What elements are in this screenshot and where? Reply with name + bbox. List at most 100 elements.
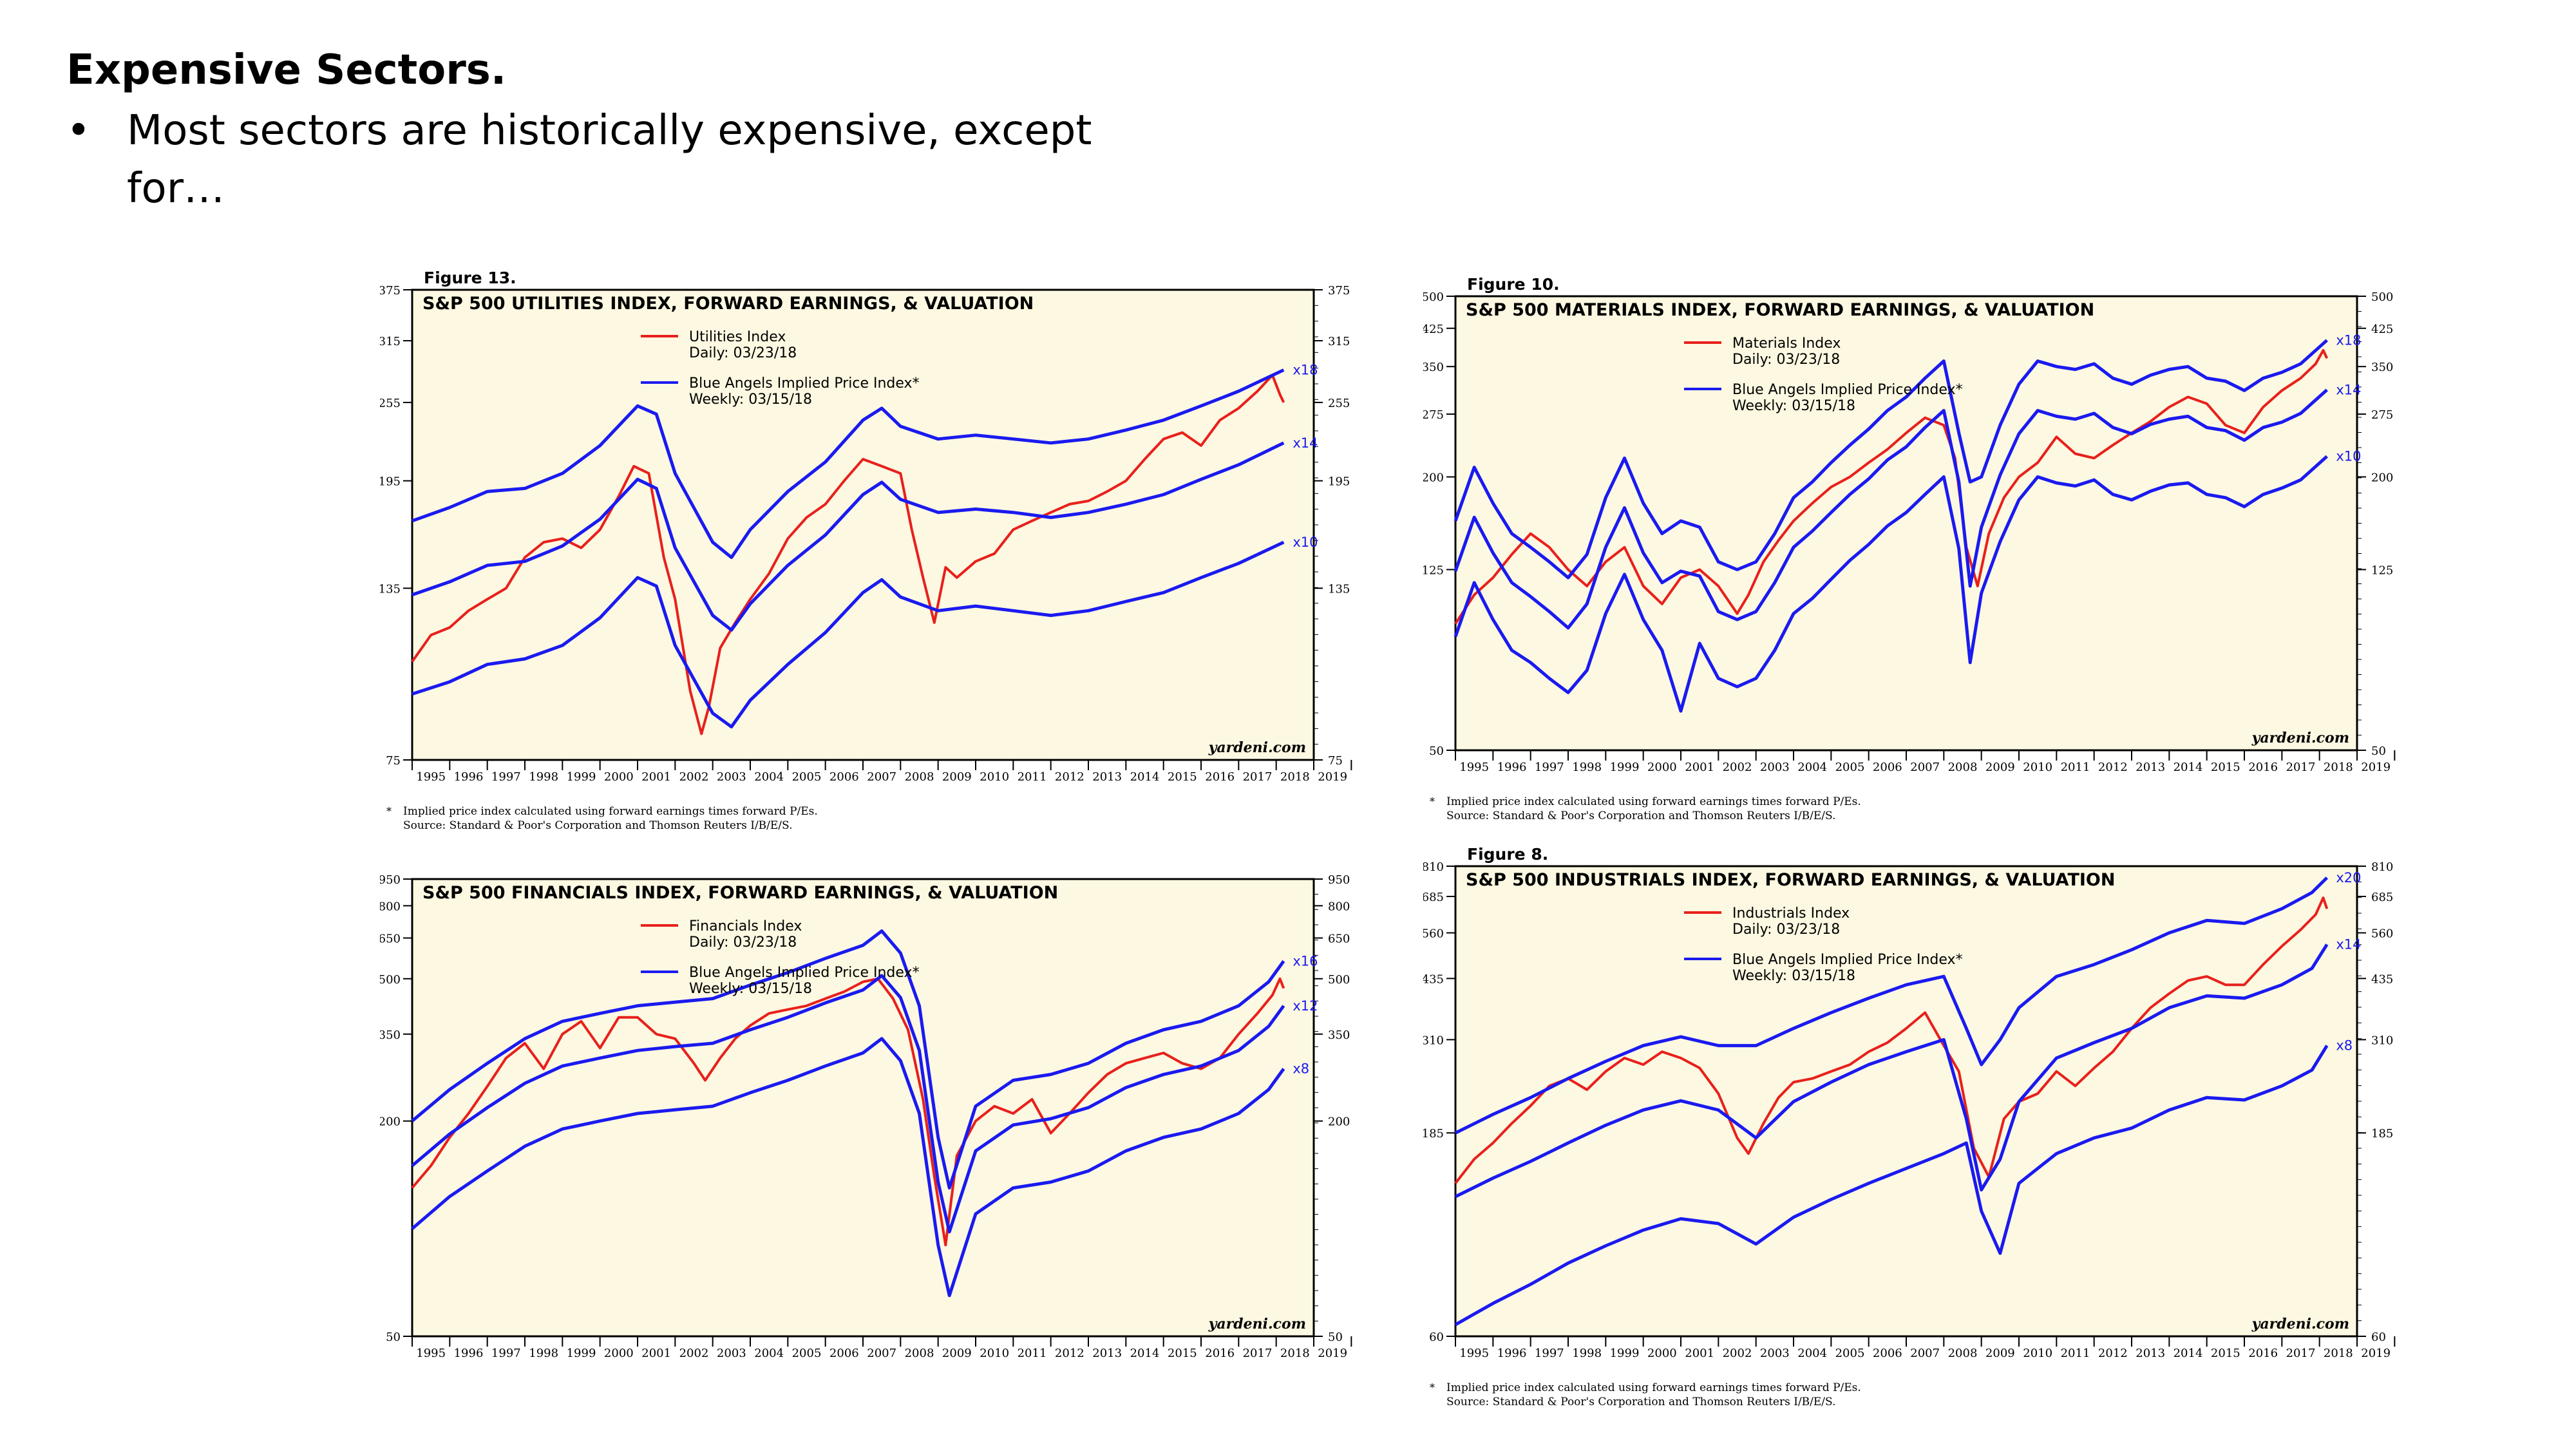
- x-tick-label: 1999: [1610, 761, 1640, 774]
- index-line: [411, 977, 1285, 1247]
- y-tick-label-right: 500: [1328, 973, 1350, 987]
- legend-implied-date: Weekly: 03/15/18: [1732, 968, 1855, 984]
- y-tick-label-right: 350: [1328, 1028, 1350, 1042]
- chart-svg: Figure 13. S&P 500 UTILITIES INDEX, FORWA…: [379, 269, 1352, 832]
- x-tick-label: 2012: [2098, 1347, 2128, 1360]
- x-tick-label: 2011: [1018, 770, 1047, 784]
- x-tick-label: 2017: [2286, 1347, 2316, 1360]
- x-tick-label: 2003: [717, 770, 746, 784]
- chart-title: S&P 500 MATERIALS INDEX, FORWARD EARNING…: [1466, 300, 2094, 320]
- x-tick-label: 2003: [1760, 761, 1790, 774]
- x-tick-label: 2013: [1092, 1347, 1122, 1360]
- x-tick-label: 2015: [2211, 1347, 2240, 1360]
- x-tick-label: 2008: [905, 1347, 934, 1360]
- figure-label: Figure 10.: [1467, 275, 1560, 294]
- x-tick-label: 2002: [1723, 1347, 1752, 1360]
- y-tick-label-left: 135: [380, 582, 401, 596]
- x-tick-label: 2015: [2211, 761, 2240, 774]
- x-tick-label: 2000: [1647, 1347, 1677, 1360]
- y-tick-label-right: 50: [1328, 1331, 1343, 1344]
- legend-index-name: Industrials Index: [1732, 905, 1850, 922]
- y-tick-label-left: 350: [380, 1028, 401, 1042]
- implied-line-x16: [411, 929, 1285, 1190]
- legend-index-date: Daily: 03/23/18: [1732, 352, 1840, 368]
- x-tick-label: 2012: [2098, 761, 2128, 774]
- x-tick-label: 2016: [2248, 1347, 2278, 1360]
- x-tick-label: 2018: [2324, 1347, 2353, 1360]
- x-tick-label: 2008: [1948, 1347, 1978, 1360]
- x-tick-label: 2000: [1647, 761, 1677, 774]
- x-tick-label: 2004: [1797, 1347, 1827, 1360]
- x-tick-label: 1996: [454, 770, 484, 784]
- x-tick-label: 2014: [1130, 770, 1160, 784]
- y-tick-label-right: 75: [1328, 754, 1343, 768]
- x-tick-label: 1998: [529, 1347, 558, 1360]
- legend-index-name: Utilities Index: [689, 329, 786, 345]
- x-tick-label: 2005: [1835, 1347, 1865, 1360]
- x-tick-label: 2010: [980, 770, 1009, 784]
- legend-index-date: Daily: 03/23/18: [689, 934, 797, 951]
- y-tick-label-left: 50: [386, 1331, 401, 1344]
- footnote-line: Implied price index calculated using for…: [1446, 1381, 1861, 1394]
- figure-label: Figure 13.: [424, 269, 516, 287]
- x-tick-label: 2001: [1685, 761, 1714, 774]
- x-tick-label: 2009: [942, 1347, 972, 1360]
- x-tick-label: 2002: [679, 770, 709, 784]
- legend-implied-name: Blue Angels Implied Price Index*: [689, 375, 920, 392]
- x-tick-label: 1996: [454, 1347, 484, 1360]
- y-tick-label-right: 200: [1328, 1115, 1350, 1129]
- x-tick-label: 2017: [1243, 1347, 1273, 1360]
- x-tick-label: 1998: [1572, 761, 1602, 774]
- chart-svg: Figure 10. S&P 500 MATERIALS INDEX, FORWA…: [1422, 275, 2396, 822]
- y-tick-label-right: 125: [2371, 564, 2393, 577]
- chart-title: S&P 500 UTILITIES INDEX, FORWARD EARNING…: [422, 294, 1034, 314]
- legend-index-name: Materials Index: [1732, 336, 1841, 352]
- y-tick-label-right: 800: [1328, 900, 1350, 913]
- x-tick-label: 1999: [567, 1347, 596, 1360]
- x-tick-label: 2014: [1130, 1347, 1160, 1360]
- x-tick-label: 2019: [2361, 1347, 2391, 1360]
- y-tick-label-right: 560: [2371, 927, 2393, 941]
- y-tick-label-right: 315: [1328, 335, 1350, 348]
- x-tick-label: 2016: [1205, 770, 1235, 784]
- implied-line-x18: [412, 368, 1285, 560]
- x-tick-label: 1995: [416, 770, 446, 784]
- x-tick-label: 1997: [491, 1347, 521, 1360]
- y-tick-label-right: 425: [2371, 323, 2393, 336]
- series-tag: x10: [2336, 449, 2361, 464]
- implied-line-x14: [412, 441, 1285, 632]
- source-label: yardeni.com: [2251, 730, 2349, 746]
- plot-area: [1454, 295, 2358, 752]
- series-tag: x8: [1293, 1061, 1309, 1077]
- y-tick-label-left: 185: [1423, 1127, 1444, 1141]
- x-tick-label: 2015: [1168, 770, 1197, 784]
- x-tick-label: 2011: [1018, 1347, 1047, 1360]
- y-tick-label-left: 350: [1423, 361, 1444, 374]
- x-tick-label: 1996: [1497, 1347, 1527, 1360]
- x-tick-label: 1996: [1497, 761, 1527, 774]
- y-tick-label-right: 685: [2371, 891, 2393, 904]
- source-label: yardeni.com: [1208, 739, 1306, 756]
- x-tick-label: 2018: [1280, 770, 1310, 784]
- x-tick-label: 2014: [2174, 761, 2203, 774]
- plot-area: [1454, 865, 2358, 1338]
- footnote-line: Implied price index calculated using for…: [1446, 795, 1861, 808]
- implied-line-x10: [412, 540, 1285, 729]
- y-tick-label-left: 425: [1423, 323, 1444, 336]
- series-tag: x14: [2336, 937, 2361, 952]
- chart-svg: Figure 8. S&P 500 INDUSTRIALS INDEX, FORW…: [1422, 845, 2396, 1408]
- footnote-line: Implied price index calculated using for…: [403, 805, 818, 818]
- x-tick-label: 2014: [2174, 1347, 2203, 1360]
- x-tick-label: 2009: [942, 770, 972, 784]
- implied-line-x14: [1454, 943, 2329, 1198]
- x-tick-label: 2001: [641, 1347, 671, 1360]
- chart-title: S&P 500 FINANCIALS INDEX, FORWARD EARNIN…: [422, 883, 1058, 903]
- x-tick-label: 2011: [2061, 761, 2090, 774]
- y-tick-label-left: 500: [1423, 290, 1444, 304]
- y-tick-label-right: 950: [1328, 873, 1350, 887]
- x-tick-label: 2005: [792, 770, 822, 784]
- x-tick-label: 2015: [1168, 1347, 1197, 1360]
- x-tick-label: 2004: [1797, 761, 1827, 774]
- y-tick-label-right: 50: [2371, 744, 2386, 758]
- y-tick-label-right: 435: [2371, 972, 2393, 986]
